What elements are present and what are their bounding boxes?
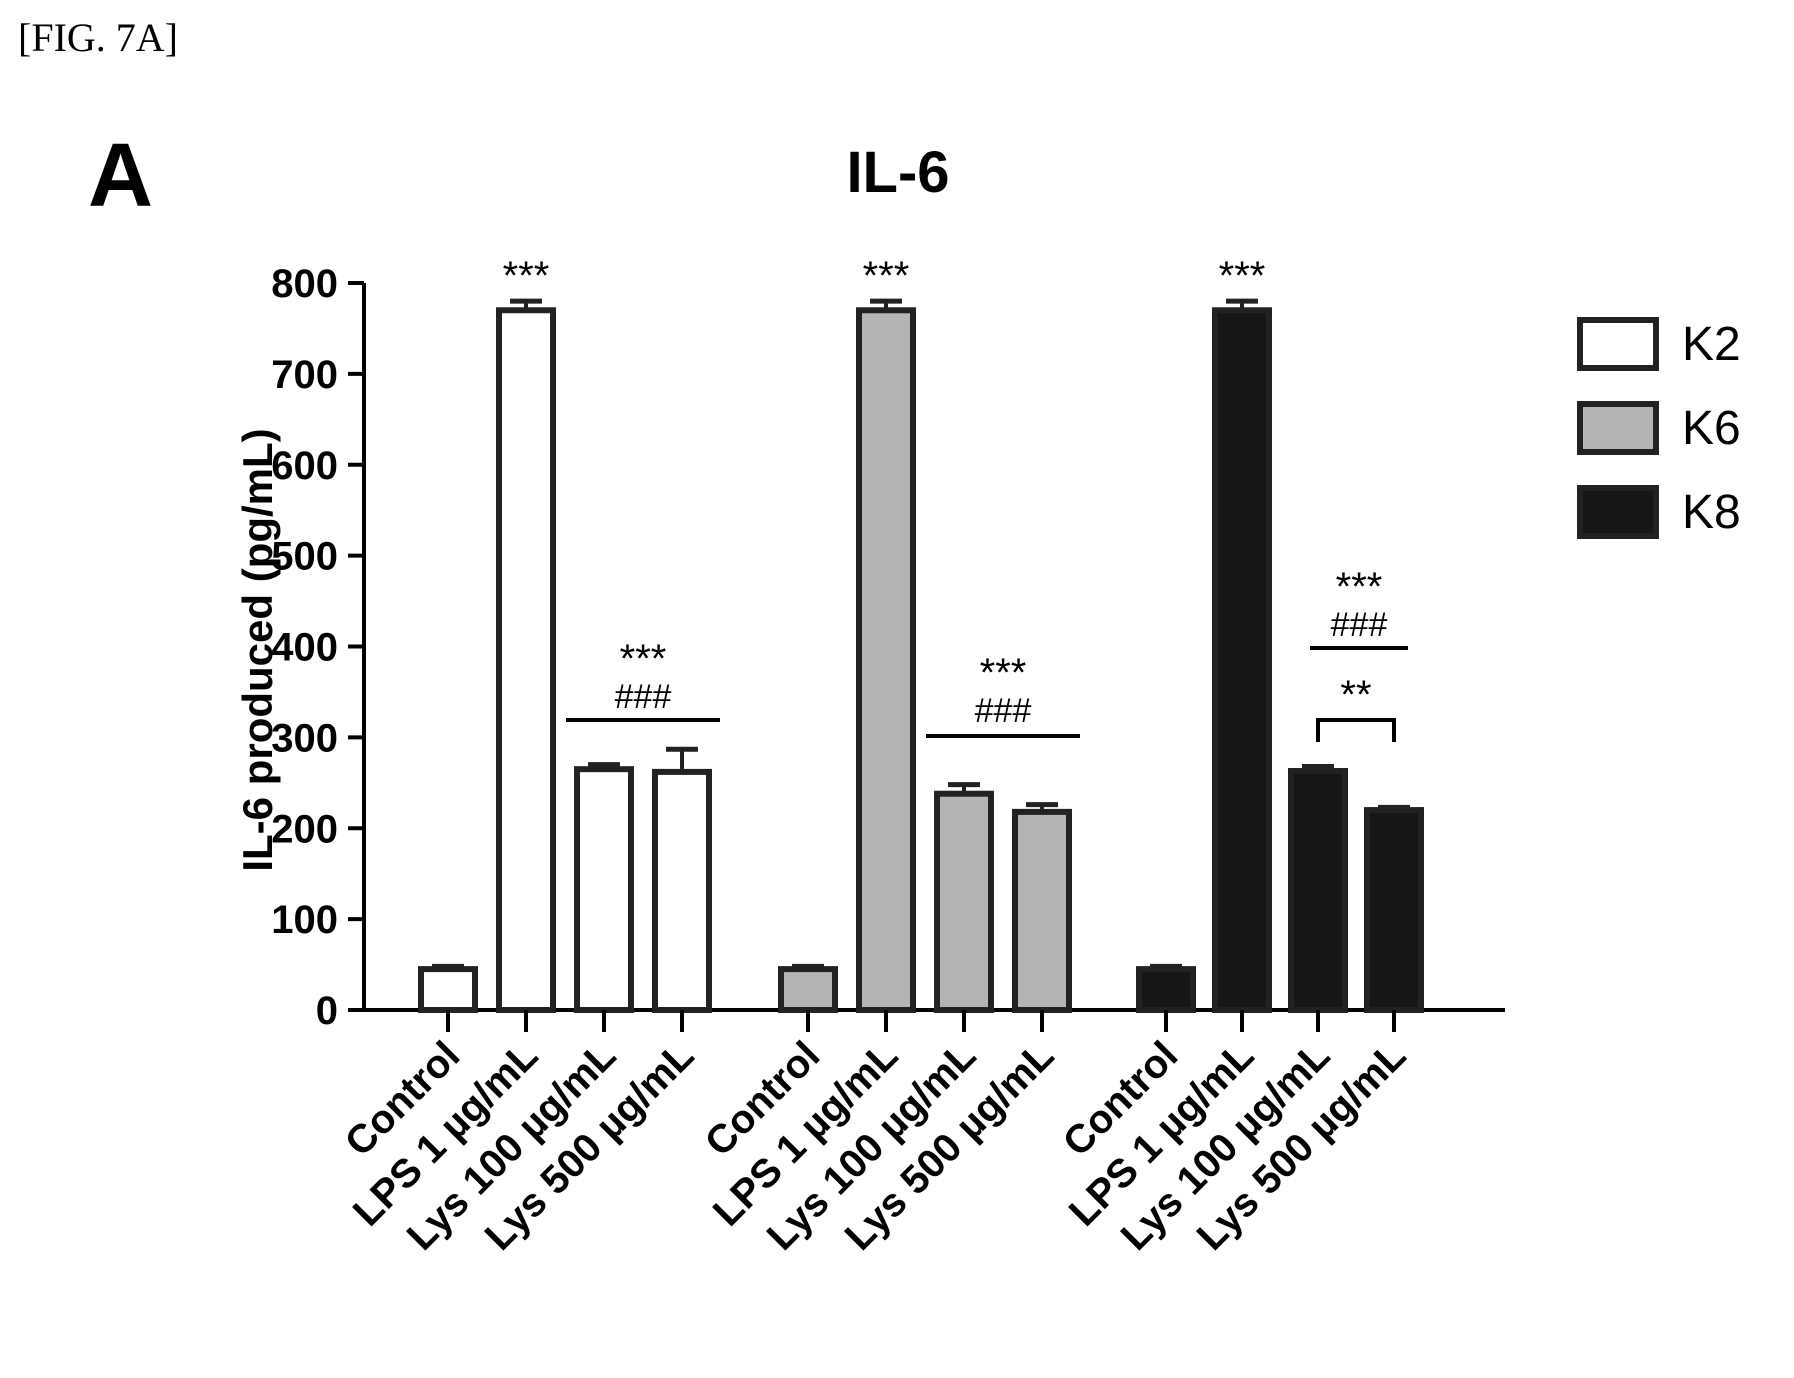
hash-marks: ### xyxy=(615,678,672,716)
y-tick-label: 700 xyxy=(271,353,338,397)
chart-title: IL-6 xyxy=(846,140,949,205)
significance-stars: *** xyxy=(620,637,667,681)
y-tick-label: 500 xyxy=(271,535,338,579)
bar-k2-2 xyxy=(574,766,634,1014)
bar-k6-3 xyxy=(1012,808,1072,1014)
y-tick-label: 400 xyxy=(271,626,338,670)
bar-k2-1 xyxy=(496,307,556,1013)
annotations: *** *** ******###***###***###** xyxy=(503,254,1408,742)
significance-stars: *** xyxy=(1219,254,1266,298)
legend-label-k8: K8 xyxy=(1682,486,1741,539)
significance-stars: *** xyxy=(980,651,1027,695)
bar-k6-2 xyxy=(934,790,994,1014)
legend: K2 K6 K8 xyxy=(1577,317,1741,539)
y-tick-label: 600 xyxy=(271,444,338,488)
hash-marks: ### xyxy=(975,692,1032,730)
legend-swatch-k6 xyxy=(1577,401,1659,455)
legend-swatch-k8 xyxy=(1577,485,1659,539)
figure-label: [FIG. 7A] xyxy=(18,15,178,60)
comparison-bracket xyxy=(1316,718,1396,742)
legend-label-k2: K2 xyxy=(1682,318,1741,371)
y-tick-label: 800 xyxy=(271,262,338,306)
y-tick-label: 0 xyxy=(316,989,338,1033)
bar-k2-0 xyxy=(418,966,478,1014)
bar-k6-1 xyxy=(856,307,916,1013)
bar-k8-3 xyxy=(1364,807,1424,1014)
significance-stars: *** xyxy=(863,254,910,298)
y-tick-label: 100 xyxy=(271,898,338,942)
bracket-stars: ** xyxy=(1340,673,1371,717)
y-tick-label: 200 xyxy=(271,807,338,851)
legend-swatch-k2 xyxy=(1577,317,1659,371)
bar-k8-1 xyxy=(1212,307,1272,1013)
axes: 0 100 200 300 400 500 600 700 800 xyxy=(271,262,1505,1033)
legend-label-k6: K6 xyxy=(1682,402,1741,455)
significance-stars: *** xyxy=(1336,565,1383,609)
y-tick-label: 300 xyxy=(271,716,338,760)
significance-stars: *** xyxy=(503,254,550,298)
bar-k8-2 xyxy=(1288,767,1348,1014)
panel-letter: A xyxy=(88,126,153,226)
hash-marks: ### xyxy=(1331,606,1388,644)
bar-k6-0 xyxy=(778,966,838,1014)
bar-k2-3 xyxy=(652,768,712,1013)
y-axis-label: IL-6 produced (pg/mL) xyxy=(234,428,281,871)
bar-k8-0 xyxy=(1136,966,1196,1014)
